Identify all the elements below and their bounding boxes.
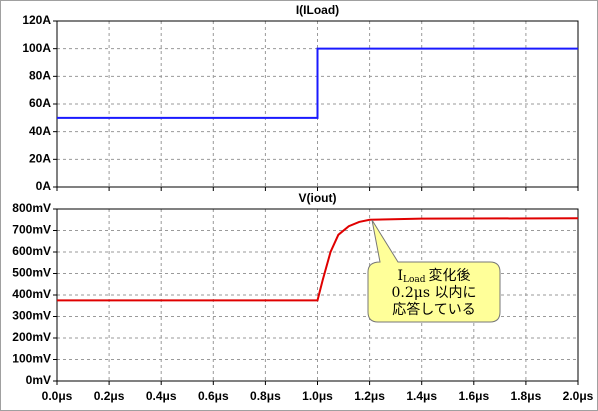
callout: ILoad 変化後 0.2μs 以内に 応答している: [367, 219, 501, 323]
y-tick-label: 500mV: [12, 266, 51, 280]
y-tick-label: 60A: [29, 96, 51, 110]
annotation-subscript: Load: [403, 275, 426, 285]
y-tick-label: 300mV: [12, 309, 51, 323]
y-tick-label: 0mV: [26, 373, 51, 387]
x-tick-label: 0.6μs: [198, 389, 229, 403]
callout-box: [367, 219, 501, 323]
y-tick-label: 700mV: [12, 223, 51, 237]
y-tick-label: 20A: [29, 152, 51, 166]
y-tick-label: 40A: [29, 124, 51, 138]
annotation-text: I: [397, 268, 403, 284]
y-tick-label: 600mV: [12, 244, 51, 258]
data-line: [57, 217, 579, 302]
panel-title: I(ILoad): [296, 3, 339, 17]
x-tick-label: 1.4μs: [406, 389, 437, 403]
y-tick-label: 400mV: [12, 287, 51, 301]
x-tick-label: 1.8μs: [511, 389, 542, 403]
x-tick-label: 0.0μs: [42, 389, 73, 403]
plot-frame: [56, 20, 579, 188]
y-tick-label: 100mV: [12, 352, 51, 366]
x-tick-label: 1.6μs: [458, 389, 489, 403]
annotation-line: ILoad 変化後: [397, 267, 470, 285]
y-tick-label: 100A: [22, 41, 51, 55]
annotation-line: 応答している: [392, 301, 476, 318]
x-tick-label: 1.0μs: [302, 389, 333, 403]
x-tick-label: 1.2μs: [354, 389, 385, 403]
y-tick-label: 800mV: [12, 201, 51, 215]
y-tick-label: 80A: [29, 69, 51, 83]
plot-frame: [56, 208, 579, 382]
x-tick-label: 0.8μs: [250, 389, 281, 403]
y-tick-label: 0A: [36, 179, 52, 193]
x-tick-label: 2.0μs: [563, 389, 594, 403]
y-tick-label: 120A: [22, 13, 51, 27]
x-tick-label: 0.2μs: [94, 389, 125, 403]
panel-title: V(iout): [299, 191, 337, 205]
y-tick-label: 200mV: [12, 330, 51, 344]
annotation-text: 変化後: [429, 267, 471, 284]
data-line: [57, 47, 578, 119]
annotation-line: 0.2μs 以内に: [392, 285, 477, 301]
x-tick-label: 0.4μs: [146, 389, 177, 403]
